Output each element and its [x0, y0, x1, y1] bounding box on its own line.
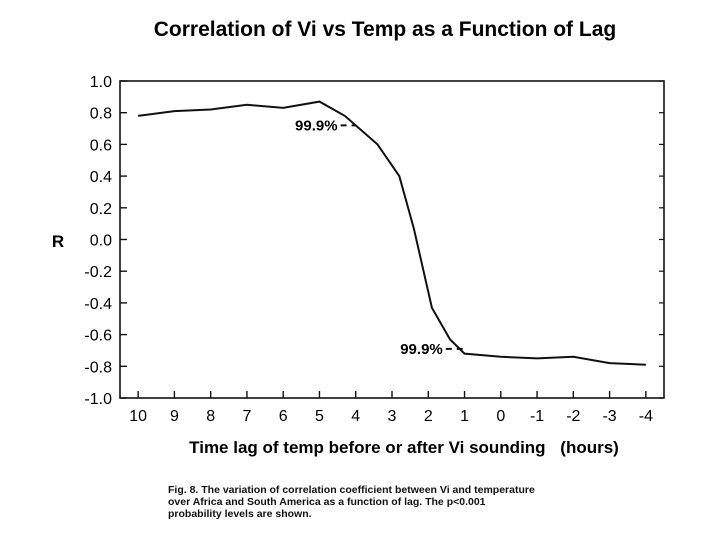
y-tick-label: -0.6	[84, 328, 112, 345]
x-tick-label: 2	[424, 408, 433, 425]
y-tick-label: 0.4	[90, 169, 112, 186]
caption-line-2: over Africa and South America as a funct…	[168, 496, 486, 508]
figure-caption: Fig. 8. The variation of correlation coe…	[168, 484, 628, 520]
y-tick-label: 0.8	[90, 106, 112, 123]
x-tick-label: -2	[566, 408, 580, 425]
x-tick-label: 0	[496, 408, 505, 425]
x-tick-label: 8	[206, 408, 215, 425]
y-tick-label: 0.6	[90, 137, 112, 154]
x-tick-label: 3	[388, 408, 397, 425]
x-axis-label-text: Time lag of temp before or after Vi soun…	[189, 438, 545, 457]
x-tick-label: -4	[639, 408, 653, 425]
significance-label-2: 99.9%	[400, 341, 443, 358]
y-axis: 1.0 0.8 0.6 0.4 0.2 0.0 -0.2 -0.4 -0.6 -0.8 -1.0	[84, 74, 664, 408]
x-tick-label: 4	[351, 408, 360, 425]
annotations: 99.9% 99.9%	[295, 117, 463, 358]
y-tick-label: -1.0	[84, 391, 112, 408]
caption-line-3: probability levels are shown.	[168, 508, 312, 520]
plot-frame	[119, 80, 665, 399]
x-tick-label: 10	[129, 408, 147, 425]
series-line-r	[137, 100, 646, 366]
x-tick-label: 1	[460, 408, 469, 425]
y-axis-label: R	[52, 232, 64, 251]
x-axis-label-units: (hours)	[560, 438, 619, 457]
y-tick-label: -0.4	[84, 296, 112, 313]
x-tick-label: 6	[279, 408, 288, 425]
x-axis-label: Time lag of temp before or after Vi soun…	[189, 438, 619, 457]
chart-title: Correlation of Vi vs Temp as a Function …	[154, 18, 616, 41]
y-tick-label: 0.0	[90, 233, 112, 250]
caption-line-1: Fig. 8. The variation of correlation coe…	[168, 484, 535, 496]
x-tick-label: 9	[170, 408, 179, 425]
x-tick-label: -1	[530, 408, 544, 425]
y-tick-label: 1.0	[90, 74, 112, 91]
x-tick-label: 7	[242, 408, 251, 425]
y-tick-label: -0.8	[84, 359, 112, 376]
y-tick-label: -0.2	[84, 264, 112, 281]
y-tick-label: 0.2	[90, 201, 112, 218]
significance-label-1: 99.9%	[295, 117, 338, 134]
x-tick-label: 5	[315, 408, 324, 425]
x-axis: 10 9 8 7 6 5 4 3 2 1 0 -1 -2 -3 -4	[129, 391, 653, 425]
x-tick-label: -3	[602, 408, 616, 425]
